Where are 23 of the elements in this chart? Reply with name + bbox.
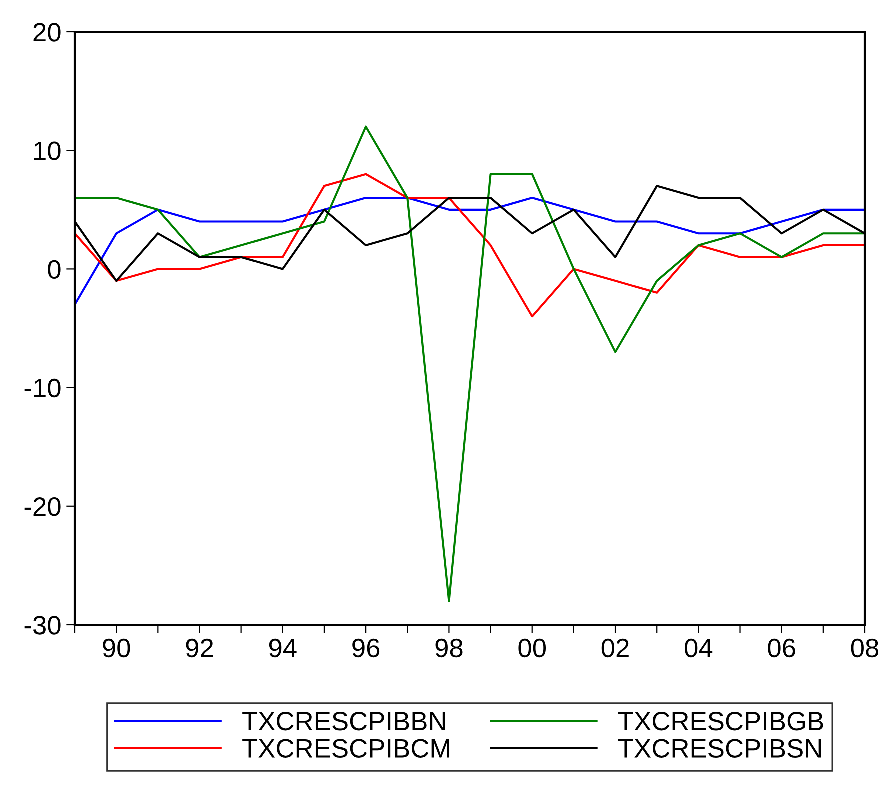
- y-tick-label: 0: [48, 260, 61, 280]
- line-series: [75, 196, 865, 306]
- x-tick-label: 96: [352, 638, 380, 658]
- x-tick-label: 98: [436, 638, 463, 658]
- legend-label: TXCRESCPIBGB: [618, 712, 824, 731]
- y-tick-label: -20: [24, 498, 61, 516]
- x-tick-label: 04: [685, 638, 713, 658]
- legend-label: TXCRESCPIBBN: [242, 712, 446, 731]
- line-series: [75, 173, 865, 318]
- legend-label: TXCRESCPIBSN: [618, 739, 822, 758]
- x-tick-label: 08: [851, 638, 879, 658]
- x-tick-label: 90: [103, 638, 130, 658]
- x-tick-label: 94: [269, 638, 297, 658]
- legend-label: TXCRESCPIBCM: [242, 739, 450, 758]
- y-tick-label: -30: [24, 616, 61, 635]
- x-tick-label: 06: [768, 638, 796, 658]
- x-tick-label: 00: [518, 638, 546, 658]
- y-tick-label: 20: [34, 23, 61, 42]
- x-tick-label: 92: [186, 638, 214, 658]
- y-tick-label: -10: [24, 378, 61, 398]
- line-series: [75, 126, 865, 602]
- x-tick-label: 02: [602, 638, 629, 658]
- y-tick-label: 10: [34, 142, 61, 160]
